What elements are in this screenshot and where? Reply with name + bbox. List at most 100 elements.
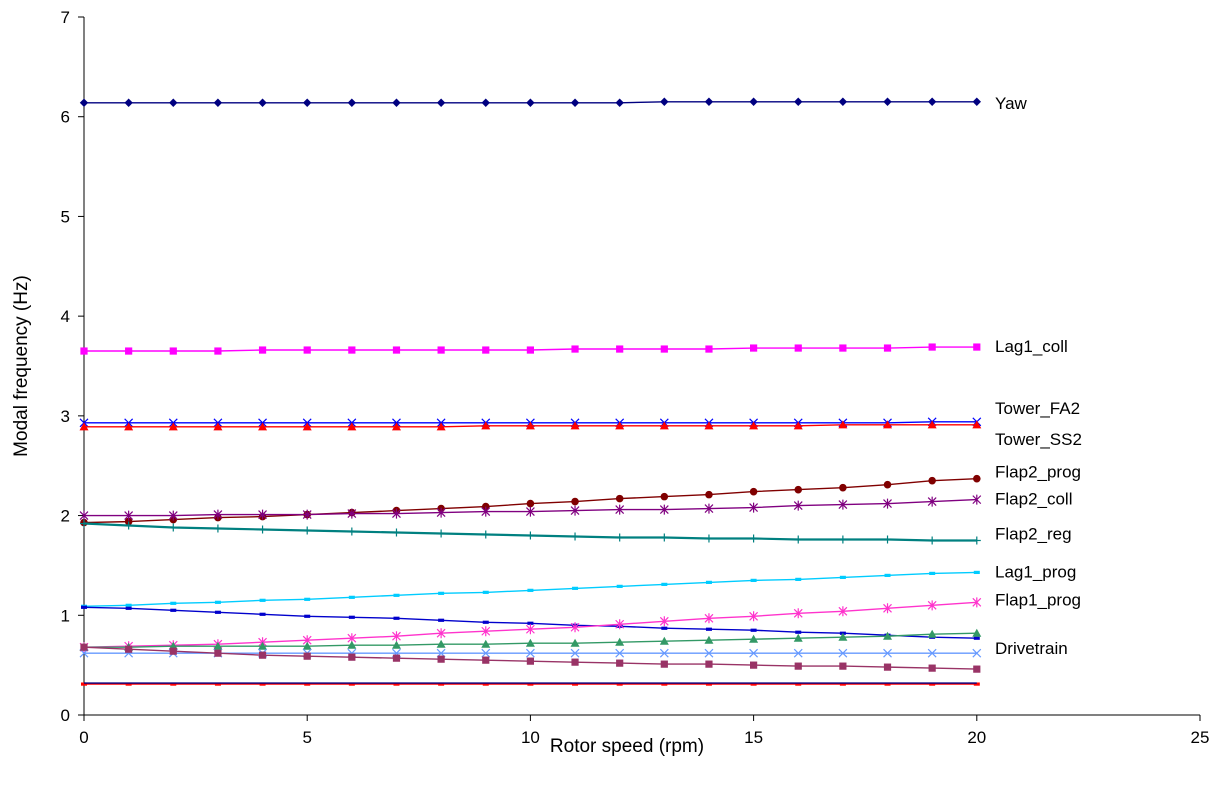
square-marker (482, 346, 490, 354)
star-marker (436, 507, 446, 518)
dash-marker (795, 630, 802, 634)
plus-marker (392, 528, 401, 537)
y-tick-label: 2 (61, 507, 70, 526)
dash-marker (214, 610, 221, 614)
x-axis-title: Rotor speed (rpm) (550, 736, 704, 757)
star-marker (749, 611, 759, 622)
y-tick-label: 6 (61, 108, 70, 127)
diamond-marker (883, 97, 892, 106)
circle-marker (794, 485, 803, 494)
triangle-marker (168, 422, 178, 431)
diamond-marker (838, 97, 848, 106)
diamond-marker (927, 97, 937, 106)
plus-marker (80, 519, 88, 528)
triangle-marker (570, 638, 580, 647)
triangle-marker (436, 639, 446, 648)
x-tick-label: 0 (79, 728, 88, 747)
plus-marker (526, 531, 535, 540)
star-marker (838, 499, 848, 510)
dash-marker (348, 595, 355, 599)
dash-marker (884, 682, 891, 686)
star-marker (883, 603, 892, 614)
square-marker (392, 346, 401, 354)
dash-marker (170, 601, 177, 605)
y-tick-label: 0 (61, 706, 70, 725)
triangle-marker (570, 421, 580, 430)
triangle-marker (525, 421, 535, 430)
square-marker (258, 346, 267, 354)
series-label: Flap2_reg (995, 525, 1072, 544)
series-lag1_prog (81, 570, 980, 608)
star-marker (392, 631, 401, 642)
square-marker (660, 345, 668, 353)
circle-marker (883, 480, 892, 489)
diamond-marker (972, 97, 981, 106)
diamond-marker (258, 98, 267, 107)
series-label: Tower_SS2 (995, 430, 1082, 449)
dash-marker (527, 621, 534, 625)
diamond-marker (704, 97, 714, 106)
plus-marker (972, 536, 981, 545)
star-marker (927, 496, 937, 507)
star-marker (213, 509, 223, 520)
circle-marker (660, 492, 669, 501)
square-marker (750, 661, 758, 669)
diamond-marker (660, 97, 669, 106)
square-marker (348, 653, 356, 661)
dash-marker (929, 571, 936, 576)
square-marker (883, 663, 892, 671)
dash-marker (393, 682, 400, 686)
series-label: Flap1_prog (995, 590, 1081, 609)
triangle-marker (213, 422, 223, 431)
triangle-marker (972, 420, 982, 429)
triangle-marker (615, 637, 625, 646)
square-marker (794, 662, 802, 670)
series-label: Yaw (995, 94, 1028, 113)
plus-marker (883, 535, 892, 544)
diamond-marker (347, 98, 357, 107)
square-marker (214, 649, 222, 657)
plus-marker (303, 526, 312, 535)
diamond-marker (615, 98, 624, 107)
square-marker (169, 347, 177, 355)
circle-marker (705, 490, 713, 499)
triangle-marker (927, 420, 937, 429)
dash-marker (705, 682, 712, 686)
x-tick-label: 5 (302, 728, 311, 747)
dash-marker (705, 627, 712, 631)
dash-marker (482, 590, 489, 594)
star-marker (793, 500, 803, 511)
plus-marker (838, 535, 847, 544)
star-marker (749, 502, 759, 513)
star-marker (347, 508, 357, 519)
dash-marker (438, 682, 445, 686)
dash-marker (125, 606, 132, 610)
series-flap2_reg (80, 519, 981, 545)
y-tick-label: 5 (61, 207, 70, 226)
series-unlabeled-13 (81, 682, 980, 686)
series-label: Flap2_coll (995, 490, 1073, 509)
triangle-marker (838, 420, 848, 429)
dash-marker (750, 628, 757, 632)
triangle-marker (347, 422, 357, 431)
star-marker (525, 624, 535, 635)
dash-marker (795, 577, 802, 581)
dash-marker (973, 682, 980, 686)
square-marker (392, 654, 401, 662)
square-marker (258, 651, 267, 659)
square-marker (794, 344, 802, 352)
triangle-marker (481, 421, 491, 430)
x-tick-label: 15 (744, 728, 763, 747)
plus-marker (437, 529, 446, 538)
dash-marker (348, 682, 355, 686)
star-marker (927, 600, 937, 611)
star-marker (481, 506, 491, 517)
series-yaw (79, 97, 981, 107)
series-label: Lag1_prog (995, 562, 1076, 581)
dash-marker (348, 615, 355, 619)
dash-marker (304, 682, 311, 686)
dash-marker (839, 682, 846, 686)
star-marker (436, 628, 446, 639)
y-tick-label: 7 (61, 8, 70, 27)
